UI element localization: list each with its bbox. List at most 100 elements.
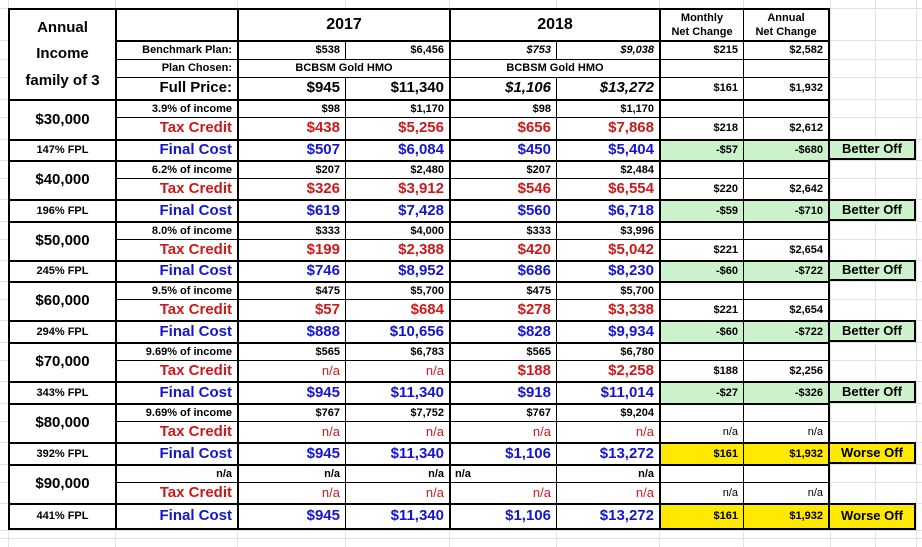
b0-pct-2018-annual[interactable]: $1,170 [556,99,659,117]
b3-final-2018-monthly[interactable]: $828 [449,320,556,342]
b6-fpl-label[interactable]: 441% FPL [8,503,115,530]
b1-tax-credit-2017-monthly[interactable]: $326 [237,178,345,199]
b2-tax-credit-2018-monthly[interactable]: $420 [449,239,556,260]
b1-income-label[interactable]: $40,000 [8,160,115,199]
b2-tax-credit-2018-annual[interactable]: $5,042 [556,239,659,260]
b5-final-annual-net[interactable]: $1,932 [743,442,830,464]
full-price-annual-net[interactable]: $1,932 [743,77,830,99]
b0-final-cost-label[interactable]: Final Cost [115,139,237,160]
net-empty-cell[interactable] [659,403,743,421]
b4-tax-credit-monthly-net[interactable]: $188 [659,360,743,381]
b3-pct-label[interactable]: 9.5% of income [115,281,237,299]
b2-verdict-cell[interactable]: Better Off [830,260,916,281]
b2-pct-2018-annual[interactable]: $3,996 [556,221,659,239]
b1-final-cost-label[interactable]: Final Cost [115,199,237,221]
net-empty-cell[interactable] [659,342,743,360]
b3-pct-2017-annual[interactable]: $5,700 [345,281,449,299]
b1-pct-2018-monthly[interactable]: $207 [449,160,556,178]
b6-verdict-cell[interactable]: Worse Off [830,503,916,530]
net-empty-cell[interactable] [743,221,830,239]
b1-tax-credit-label[interactable]: Tax Credit [115,178,237,199]
column-header-monthly-net-change[interactable]: Monthly Net Change [659,8,743,40]
net-empty-cell[interactable] [743,99,830,117]
b3-verdict-cell[interactable]: Better Off [830,320,916,342]
net-empty-cell[interactable] [659,59,743,77]
b2-final-annual-net[interactable]: -$722 [743,260,830,281]
b2-pct-2018-monthly[interactable]: $333 [449,221,556,239]
b4-pct-label[interactable]: 9.69% of income [115,342,237,360]
b6-final-2017-monthly[interactable]: $945 [237,503,345,530]
b4-final-2018-monthly[interactable]: $918 [449,381,556,403]
b1-final-monthly-net[interactable]: -$59 [659,199,743,221]
net-empty-cell[interactable] [743,59,830,77]
b5-final-2017-monthly[interactable]: $945 [237,442,345,464]
b1-pct-2017-monthly[interactable]: $207 [237,160,345,178]
b6-tax-credit-2018-annual[interactable]: n/a [556,482,659,503]
b6-tax-credit-2017-annual[interactable]: n/a [345,482,449,503]
b6-pct-2018-annual[interactable]: n/a [556,464,659,482]
benchmark-2017-annual[interactable]: $6,456 [345,40,449,59]
full-price-2018-annual[interactable]: $13,272 [556,77,659,99]
b0-tax-credit-2017-monthly[interactable]: $438 [237,117,345,139]
b5-pct-2018-monthly[interactable]: $767 [449,403,556,421]
row-header-annual-income[interactable]: Annual Income family of 3 [8,8,115,99]
net-empty-cell[interactable] [659,160,743,178]
b2-pct-label[interactable]: 8.0% of income [115,221,237,239]
b0-verdict-cell[interactable]: Better Off [830,139,916,160]
b3-tax-credit-annual-net[interactable]: $2,654 [743,299,830,320]
b5-final-2018-monthly[interactable]: $1,106 [449,442,556,464]
benchmark-2017-monthly[interactable]: $538 [237,40,345,59]
b0-final-2018-monthly[interactable]: $450 [449,139,556,160]
b5-verdict-cell[interactable]: Worse Off [830,442,916,464]
b0-tax-credit-monthly-net[interactable]: $218 [659,117,743,139]
b6-income-label[interactable]: $90,000 [8,464,115,503]
b2-final-cost-label[interactable]: Final Cost [115,260,237,281]
b0-pct-label[interactable]: 3.9% of income [115,99,237,117]
b4-tax-credit-2017-annual[interactable]: n/a [345,360,449,381]
b0-tax-credit-2018-monthly[interactable]: $656 [449,117,556,139]
b1-final-2017-annual[interactable]: $7,428 [345,199,449,221]
b6-tax-credit-annual-net[interactable]: n/a [743,482,830,503]
b2-final-2017-annual[interactable]: $8,952 [345,260,449,281]
b6-final-annual-net[interactable]: $1,932 [743,503,830,530]
plan-chosen-2017[interactable]: BCBSM Gold HMO [237,59,449,77]
benchmark-plan-label[interactable]: Benchmark Plan: [115,40,237,59]
b3-final-cost-label[interactable]: Final Cost [115,320,237,342]
b2-final-2017-monthly[interactable]: $746 [237,260,345,281]
b6-tax-credit-2018-monthly[interactable]: n/a [449,482,556,503]
b1-verdict-cell[interactable]: Better Off [830,199,916,221]
b6-final-2018-monthly[interactable]: $1,106 [449,503,556,530]
net-empty-cell[interactable] [743,281,830,299]
b2-final-monthly-net[interactable]: -$60 [659,260,743,281]
column-header-2018[interactable]: 2018 [449,8,659,40]
b6-tax-credit-2017-monthly[interactable]: n/a [237,482,345,503]
b1-tax-credit-2017-annual[interactable]: $3,912 [345,178,449,199]
b5-tax-credit-2018-monthly[interactable]: n/a [449,421,556,442]
b2-pct-2017-monthly[interactable]: $333 [237,221,345,239]
b3-pct-2018-monthly[interactable]: $475 [449,281,556,299]
full-price-monthly-net[interactable]: $161 [659,77,743,99]
b3-tax-credit-2017-monthly[interactable]: $57 [237,299,345,320]
b4-final-monthly-net[interactable]: -$27 [659,381,743,403]
b0-final-2017-monthly[interactable]: $507 [237,139,345,160]
b5-final-2018-annual[interactable]: $13,272 [556,442,659,464]
b5-final-cost-label[interactable]: Final Cost [115,442,237,464]
b1-tax-credit-2018-monthly[interactable]: $546 [449,178,556,199]
column-header-2017[interactable]: 2017 [237,8,449,40]
net-empty-cell[interactable] [743,403,830,421]
b5-final-2017-annual[interactable]: $11,340 [345,442,449,464]
b4-income-label[interactable]: $70,000 [8,342,115,381]
b5-final-monthly-net[interactable]: $161 [659,442,743,464]
b2-tax-credit-monthly-net[interactable]: $221 [659,239,743,260]
b6-pct-2017-annual[interactable]: n/a [345,464,449,482]
b4-final-cost-label[interactable]: Final Cost [115,381,237,403]
b4-final-2018-annual[interactable]: $11,014 [556,381,659,403]
b2-final-2018-monthly[interactable]: $686 [449,260,556,281]
b0-income-label[interactable]: $30,000 [8,99,115,139]
full-price-2018-monthly[interactable]: $1,106 [449,77,556,99]
b4-tax-credit-2017-monthly[interactable]: n/a [237,360,345,381]
b4-pct-2018-annual[interactable]: $6,780 [556,342,659,360]
b3-tax-credit-2017-annual[interactable]: $684 [345,299,449,320]
b4-pct-2018-monthly[interactable]: $565 [449,342,556,360]
b1-tax-credit-annual-net[interactable]: $2,642 [743,178,830,199]
